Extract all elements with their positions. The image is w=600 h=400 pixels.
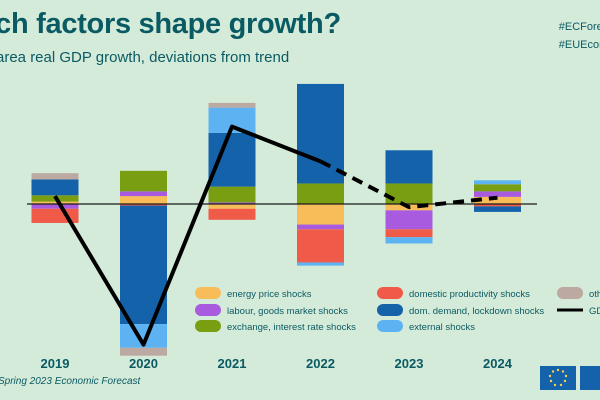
source-footer: Spring 2023 Economic Forecast — [0, 376, 141, 387]
bar-2021-energy-price-shocks — [208, 204, 256, 209]
bar-2021-domestic-productivity-shocks — [208, 208, 256, 220]
legend-label-dom-demand-lockdown-shocks: dom. demand, lockdown shocks — [409, 306, 544, 317]
bar-2024-exchange-interest-rate-shocks — [474, 184, 521, 192]
legend-swatch-exchange-interest-rate-shocks — [195, 320, 221, 332]
bar-2019-labour-goods-market-shocks — [31, 204, 79, 209]
bar-2024-external-shocks — [474, 180, 521, 185]
bar-2019-dom-demand-lockdown-shocks — [31, 179, 79, 196]
bar-2020-domestic-productivity-shocks — [120, 204, 167, 206]
x-tick-label-2021: 2021 — [218, 356, 247, 371]
bar-2020-labour-goods-market-shocks — [120, 191, 167, 197]
x-tick-label-2024: 2024 — [483, 356, 513, 371]
legend-swatch-external-shocks — [377, 320, 403, 332]
bar-2021-labour-goods-market-shocks — [208, 202, 256, 204]
legend-label-gdp: GD — [589, 306, 600, 317]
x-tick-label-2020: 2020 — [129, 356, 158, 371]
bar-2024-domestic-productivity-shocks — [474, 204, 521, 207]
legend-label-domestic-productivity-shocks: domestic productivity shocks — [409, 289, 530, 300]
bar-2023-domestic-productivity-shocks — [385, 229, 433, 238]
legend-swatch-domestic-productivity-shocks — [377, 287, 403, 299]
chart-subtitle: area real GDP growth, deviations from tr… — [0, 49, 290, 66]
bar-2022-exchange-interest-rate-shocks — [297, 183, 344, 204]
bar-2022-dom-demand-lockdown-shocks — [297, 83, 344, 184]
hashtag-ecforecast[interactable]: #ECForecast — [558, 21, 600, 33]
bar-2024-labour-goods-market-shocks — [474, 191, 521, 197]
bar-2019-energy-price-shocks — [31, 201, 79, 204]
bar-2022-energy-price-shocks — [297, 204, 344, 225]
bar-2024-dom-demand-lockdown-shocks — [474, 206, 521, 212]
bar-2024-energy-price-shocks — [474, 196, 521, 204]
hashtag-eueconomy[interactable]: #EUEconomy — [558, 39, 600, 51]
bar-2019-other — [31, 173, 79, 180]
bar-2023-labour-goods-market-shocks — [385, 210, 433, 230]
bar-2020-energy-price-shocks — [120, 196, 167, 204]
european-commission-logo — [540, 366, 600, 390]
x-tick-label-2023: 2023 — [395, 356, 424, 371]
legend-label-exchange-interest-rate-shocks: exchange, interest rate shocks — [227, 322, 356, 333]
hashtags: #ECForecast #EUEconomy — [559, 18, 600, 54]
legend-swatch-dom-demand-lockdown-shocks — [377, 304, 403, 316]
bar-2023-external-shocks — [385, 237, 433, 244]
x-tick-label-2019: 2019 — [41, 356, 70, 371]
legend-swatch-other — [557, 287, 583, 299]
bar-2021-exchange-interest-rate-shocks — [208, 186, 256, 203]
legend-swatch-energy-price-shocks — [195, 287, 221, 299]
bar-2023-exchange-interest-rate-shocks — [385, 183, 433, 204]
gdp-line-actual — [53, 124, 322, 347]
bar-2021-dom-demand-lockdown-shocks — [208, 132, 256, 187]
bar-2022-external-shocks — [297, 262, 344, 266]
chart-title: hich factors shape growth? — [0, 8, 341, 40]
bar-2020-exchange-interest-rate-shocks — [120, 170, 167, 192]
x-tick-label-2022: 2022 — [306, 356, 335, 371]
legend-label-other: oth — [589, 289, 600, 300]
bar-2020-other — [120, 347, 167, 356]
legend-label-external-shocks: external shocks — [409, 322, 475, 333]
legend-swatch-labour-goods-market-shocks — [195, 304, 221, 316]
legend-label-energy-price-shocks: energy price shocks — [227, 289, 312, 300]
bar-2022-domestic-productivity-shocks — [297, 229, 344, 263]
bar-2022-labour-goods-market-shocks — [297, 224, 344, 230]
bar-2023-dom-demand-lockdown-shocks — [385, 150, 433, 184]
bar-2021-other — [208, 102, 256, 108]
bar-2020-external-shocks — [120, 324, 167, 348]
legend-label-labour-goods-market-shocks: labour, goods market shocks — [227, 306, 348, 317]
gdp-line-projection — [319, 159, 498, 210]
